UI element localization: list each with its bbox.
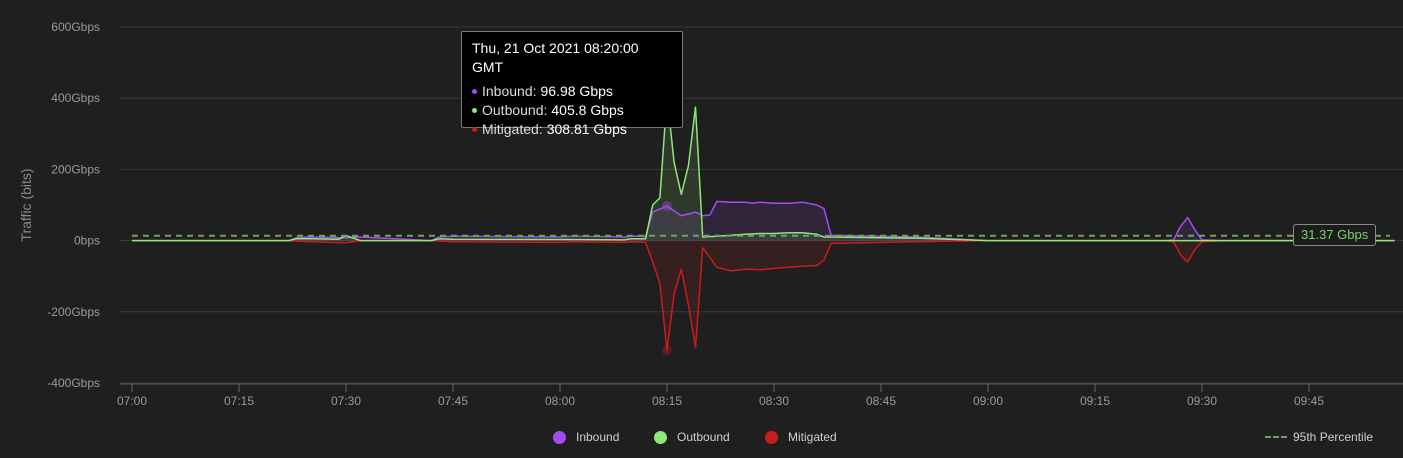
inbound-area bbox=[132, 201, 1395, 241]
x-tick-label: 07:00 bbox=[117, 394, 147, 408]
outbound-dot-icon bbox=[654, 430, 667, 444]
x-tick-label: 07:45 bbox=[438, 394, 468, 408]
tooltip-row-mitigated: Mitigated: 308.81 Gbps bbox=[472, 120, 672, 139]
tooltip-label: Inbound: bbox=[482, 83, 537, 99]
chart-legend: Inbound Outbound Mitigated 95th Percenti… bbox=[0, 430, 1403, 448]
y-tick-label: 600Gbps bbox=[51, 20, 100, 34]
legend-item-outbound[interactable]: Outbound bbox=[654, 430, 730, 444]
legend-item-percentile[interactable]: 95th Percentile bbox=[1265, 430, 1373, 444]
x-tick-label: 08:15 bbox=[652, 394, 682, 408]
x-axis: 07:00 07:15 07:30 07:45 08:00 08:15 08:30 08:45… bbox=[117, 383, 1403, 408]
grid-lines bbox=[120, 26, 1403, 384]
tooltip-label: Outbound: bbox=[482, 102, 548, 118]
mitigated-hover-marker bbox=[662, 345, 672, 356]
x-tick-label: 08:00 bbox=[545, 394, 575, 408]
legend-label: Inbound bbox=[576, 430, 620, 444]
mitigated-dot-icon bbox=[765, 430, 778, 444]
legend-label: Outbound bbox=[677, 430, 730, 444]
mitigated-area bbox=[132, 240, 1395, 351]
inbound-dot-icon bbox=[553, 430, 566, 444]
legend-label: Mitigated bbox=[788, 430, 837, 444]
y-tick-label: 400Gbps bbox=[51, 91, 100, 105]
outbound-bullet-icon bbox=[472, 108, 477, 113]
x-tick-label: 09:45 bbox=[1294, 394, 1324, 408]
x-tick-label: 09:00 bbox=[973, 394, 1003, 408]
inbound-hover-marker bbox=[662, 201, 672, 212]
y-tick-label: -400Gbps bbox=[47, 376, 100, 390]
dashed-line-icon bbox=[1265, 436, 1287, 438]
y-axis-title: Traffic (bits) bbox=[18, 168, 34, 241]
x-tick-label: 07:15 bbox=[224, 394, 254, 408]
legend-item-mitigated[interactable]: Mitigated bbox=[765, 430, 837, 444]
outbound-line bbox=[132, 95, 1395, 242]
y-tick-label: 0bps bbox=[74, 234, 100, 248]
tooltip-value: 405.8 Gbps bbox=[551, 102, 624, 118]
tooltip-value: 96.98 Gbps bbox=[540, 83, 613, 99]
legend-item-inbound[interactable]: Inbound bbox=[553, 430, 619, 444]
tooltip-row-inbound: Inbound: 96.98 Gbps bbox=[472, 82, 672, 101]
y-axis: 600Gbps 400Gbps 200Gbps 0bps -200Gbps -400Gbp… bbox=[47, 20, 100, 390]
mitigated-bullet-icon bbox=[472, 127, 477, 132]
x-tick-label: 09:30 bbox=[1187, 394, 1217, 408]
tooltip-title: Thu, 21 Oct 2021 08:20:00 GMT bbox=[472, 40, 639, 75]
series-areas bbox=[132, 96, 1395, 351]
percentile-value-label: 31.37 Gbps bbox=[1293, 224, 1377, 246]
tooltip-label: Mitigated: bbox=[482, 121, 543, 137]
inbound-bullet-icon bbox=[472, 89, 477, 94]
x-tick-label: 09:15 bbox=[1080, 394, 1110, 408]
chart-tooltip: Thu, 21 Oct 2021 08:20:00 GMT Inbound: 9… bbox=[461, 31, 683, 137]
x-tick-label: 07:30 bbox=[331, 394, 361, 408]
series-lines bbox=[132, 95, 1395, 351]
legend-label: 95th Percentile bbox=[1293, 430, 1374, 444]
tooltip-row-outbound: Outbound: 405.8 Gbps bbox=[472, 101, 672, 120]
x-tick-label: 08:30 bbox=[759, 394, 789, 408]
tooltip-value: 308.81 Gbps bbox=[546, 121, 627, 137]
x-tick-label: 08:45 bbox=[866, 394, 896, 408]
y-tick-label: 200Gbps bbox=[51, 162, 100, 176]
y-tick-label: -200Gbps bbox=[47, 305, 100, 319]
